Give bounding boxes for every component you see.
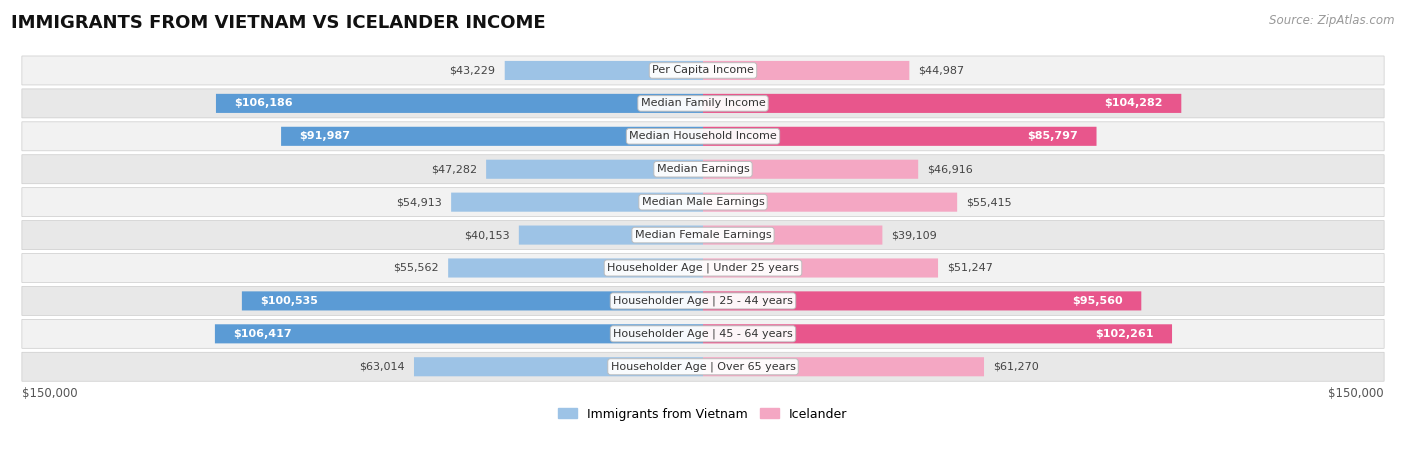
Text: Median Family Income: Median Family Income xyxy=(641,99,765,108)
FancyBboxPatch shape xyxy=(703,226,883,245)
Text: Median Household Income: Median Household Income xyxy=(628,131,778,142)
FancyBboxPatch shape xyxy=(413,357,703,376)
Text: $91,987: $91,987 xyxy=(299,131,350,142)
FancyBboxPatch shape xyxy=(22,155,1384,184)
Text: Median Female Earnings: Median Female Earnings xyxy=(634,230,772,240)
Text: $85,797: $85,797 xyxy=(1028,131,1078,142)
FancyBboxPatch shape xyxy=(22,122,1384,151)
FancyBboxPatch shape xyxy=(703,160,918,179)
Text: Median Male Earnings: Median Male Earnings xyxy=(641,197,765,207)
Text: $47,282: $47,282 xyxy=(430,164,477,174)
FancyBboxPatch shape xyxy=(22,56,1384,85)
FancyBboxPatch shape xyxy=(217,94,703,113)
Text: $104,282: $104,282 xyxy=(1105,99,1163,108)
FancyBboxPatch shape xyxy=(22,254,1384,283)
FancyBboxPatch shape xyxy=(703,127,1097,146)
Text: $100,535: $100,535 xyxy=(260,296,318,306)
FancyBboxPatch shape xyxy=(22,286,1384,315)
Text: $43,229: $43,229 xyxy=(450,65,495,76)
FancyBboxPatch shape xyxy=(22,352,1384,381)
Text: $54,913: $54,913 xyxy=(396,197,441,207)
Text: $106,186: $106,186 xyxy=(235,99,292,108)
Text: $40,153: $40,153 xyxy=(464,230,509,240)
Text: $95,560: $95,560 xyxy=(1073,296,1123,306)
FancyBboxPatch shape xyxy=(451,192,703,212)
Text: $46,916: $46,916 xyxy=(928,164,973,174)
Text: $55,415: $55,415 xyxy=(966,197,1012,207)
Text: $150,000: $150,000 xyxy=(22,387,77,400)
Text: $44,987: $44,987 xyxy=(918,65,965,76)
FancyBboxPatch shape xyxy=(703,291,1142,311)
Text: $55,562: $55,562 xyxy=(394,263,439,273)
FancyBboxPatch shape xyxy=(703,192,957,212)
Legend: Immigrants from Vietnam, Icelander: Immigrants from Vietnam, Icelander xyxy=(554,403,852,425)
FancyBboxPatch shape xyxy=(519,226,703,245)
FancyBboxPatch shape xyxy=(703,324,1173,343)
FancyBboxPatch shape xyxy=(505,61,703,80)
Text: $106,417: $106,417 xyxy=(233,329,292,339)
Text: $102,261: $102,261 xyxy=(1095,329,1154,339)
Text: $39,109: $39,109 xyxy=(891,230,938,240)
FancyBboxPatch shape xyxy=(703,61,910,80)
Text: IMMIGRANTS FROM VIETNAM VS ICELANDER INCOME: IMMIGRANTS FROM VIETNAM VS ICELANDER INC… xyxy=(11,14,546,32)
Text: Householder Age | 25 - 44 years: Householder Age | 25 - 44 years xyxy=(613,296,793,306)
Text: $150,000: $150,000 xyxy=(1329,387,1384,400)
Text: Median Earnings: Median Earnings xyxy=(657,164,749,174)
FancyBboxPatch shape xyxy=(22,89,1384,118)
Text: Householder Age | Over 65 years: Householder Age | Over 65 years xyxy=(610,361,796,372)
Text: Householder Age | 45 - 64 years: Householder Age | 45 - 64 years xyxy=(613,329,793,339)
FancyBboxPatch shape xyxy=(242,291,703,311)
FancyBboxPatch shape xyxy=(22,220,1384,249)
Text: Source: ZipAtlas.com: Source: ZipAtlas.com xyxy=(1270,14,1395,27)
Text: $63,014: $63,014 xyxy=(359,362,405,372)
FancyBboxPatch shape xyxy=(281,127,703,146)
FancyBboxPatch shape xyxy=(22,188,1384,217)
FancyBboxPatch shape xyxy=(703,94,1181,113)
FancyBboxPatch shape xyxy=(703,357,984,376)
FancyBboxPatch shape xyxy=(215,324,703,343)
FancyBboxPatch shape xyxy=(703,258,938,277)
Text: $61,270: $61,270 xyxy=(993,362,1039,372)
Text: Householder Age | Under 25 years: Householder Age | Under 25 years xyxy=(607,263,799,273)
FancyBboxPatch shape xyxy=(449,258,703,277)
Text: $51,247: $51,247 xyxy=(948,263,993,273)
FancyBboxPatch shape xyxy=(22,319,1384,348)
Text: Per Capita Income: Per Capita Income xyxy=(652,65,754,76)
FancyBboxPatch shape xyxy=(486,160,703,179)
